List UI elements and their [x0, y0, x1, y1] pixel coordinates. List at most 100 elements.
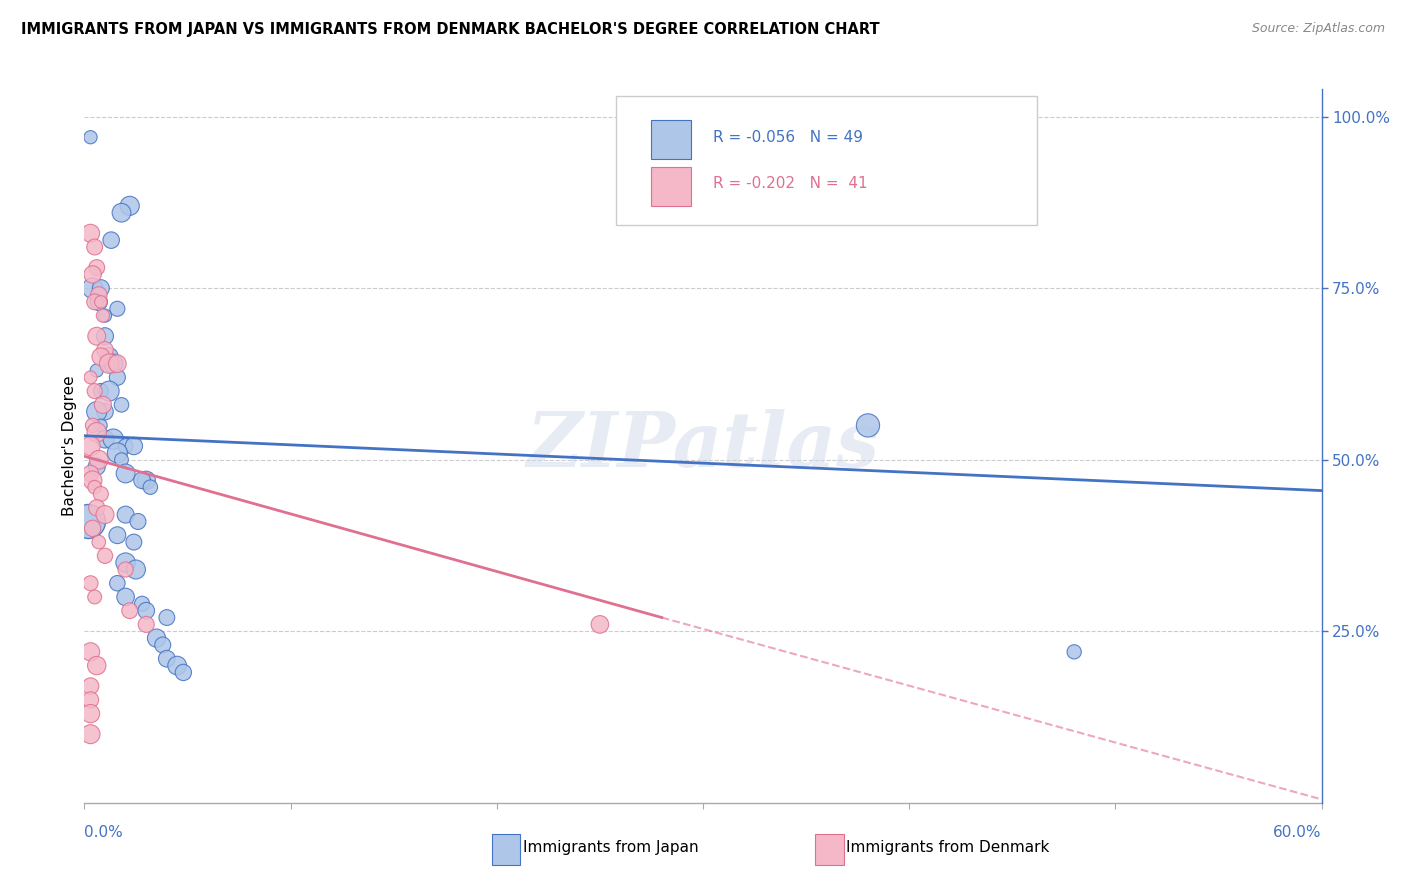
Point — [94, 432, 117, 446]
Point — [589, 617, 612, 632]
Point — [135, 473, 157, 487]
Point — [105, 528, 128, 542]
Point — [79, 467, 101, 481]
Point — [79, 727, 101, 741]
Point — [114, 508, 136, 522]
Point — [82, 268, 104, 282]
Point — [114, 556, 136, 570]
Point — [100, 233, 122, 247]
Point — [127, 515, 149, 529]
Point — [156, 651, 179, 665]
Point — [118, 604, 141, 618]
Point — [90, 384, 112, 398]
Text: IMMIGRANTS FROM JAPAN VS IMMIGRANTS FROM DENMARK BACHELOR'S DEGREE CORRELATION C: IMMIGRANTS FROM JAPAN VS IMMIGRANTS FROM… — [21, 22, 880, 37]
Point — [94, 405, 117, 419]
Point — [122, 439, 145, 453]
Point — [79, 679, 101, 693]
Point — [91, 309, 114, 323]
Point — [172, 665, 194, 680]
Text: 0.0%: 0.0% — [84, 825, 124, 840]
Point — [131, 473, 153, 487]
Point — [83, 384, 105, 398]
Point — [87, 452, 110, 467]
Point — [135, 617, 157, 632]
Point — [166, 658, 188, 673]
Point — [82, 281, 104, 295]
Point — [82, 473, 104, 487]
Point — [94, 549, 117, 563]
Point — [105, 370, 128, 384]
Point — [105, 301, 128, 316]
Point — [87, 288, 110, 302]
Point — [118, 199, 141, 213]
Point — [114, 467, 136, 481]
Point — [105, 446, 128, 460]
Point — [152, 638, 174, 652]
Point — [79, 130, 101, 145]
FancyBboxPatch shape — [651, 167, 690, 206]
Point — [90, 350, 112, 364]
Point — [105, 576, 128, 591]
Point — [79, 693, 101, 707]
Text: ZIPatlas: ZIPatlas — [526, 409, 880, 483]
Point — [156, 610, 179, 624]
Point — [110, 452, 132, 467]
Point — [82, 521, 104, 535]
Point — [83, 590, 105, 604]
Point — [83, 294, 105, 309]
Point — [90, 418, 112, 433]
Point — [90, 281, 112, 295]
Point — [94, 508, 117, 522]
Point — [856, 418, 879, 433]
Point — [83, 480, 105, 494]
Point — [94, 309, 117, 323]
Point — [110, 398, 132, 412]
Point — [98, 384, 121, 398]
Point — [86, 363, 108, 377]
Point — [79, 576, 101, 591]
Point — [125, 562, 148, 576]
Point — [86, 500, 108, 515]
Point — [79, 370, 101, 384]
FancyBboxPatch shape — [616, 96, 1038, 225]
Text: Immigrants from Denmark: Immigrants from Denmark — [846, 840, 1050, 855]
Point — [98, 357, 121, 371]
Point — [105, 357, 128, 371]
Text: 60.0%: 60.0% — [1274, 825, 1322, 840]
Point — [90, 294, 112, 309]
Point — [79, 227, 101, 241]
Point — [86, 425, 108, 440]
Point — [135, 604, 157, 618]
Point — [103, 357, 125, 371]
Point — [90, 487, 112, 501]
Point — [86, 260, 108, 275]
Text: R = -0.056   N = 49: R = -0.056 N = 49 — [713, 129, 863, 145]
Point — [98, 350, 121, 364]
Point — [114, 590, 136, 604]
Point — [131, 597, 153, 611]
Point — [110, 205, 132, 219]
Point — [83, 240, 105, 254]
Point — [114, 562, 136, 576]
Point — [122, 535, 145, 549]
Text: Source: ZipAtlas.com: Source: ZipAtlas.com — [1251, 22, 1385, 36]
Point — [94, 329, 117, 343]
Point — [103, 432, 125, 446]
Point — [86, 658, 108, 673]
Point — [79, 439, 101, 453]
Point — [86, 329, 108, 343]
Point — [86, 405, 108, 419]
Point — [145, 631, 167, 645]
Point — [94, 343, 117, 357]
Point — [79, 645, 101, 659]
Point — [91, 398, 114, 412]
Point — [77, 515, 100, 529]
Point — [79, 706, 101, 721]
FancyBboxPatch shape — [651, 120, 690, 159]
Point — [82, 418, 104, 433]
Point — [86, 459, 108, 474]
Point — [114, 439, 136, 453]
Text: Immigrants from Japan: Immigrants from Japan — [523, 840, 699, 855]
Y-axis label: Bachelor's Degree: Bachelor's Degree — [62, 376, 77, 516]
Point — [87, 535, 110, 549]
